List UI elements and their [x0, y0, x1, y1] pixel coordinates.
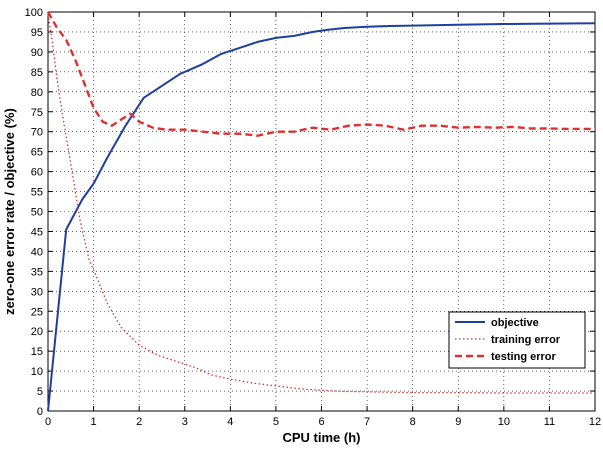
y-tick-label: 35: [31, 266, 43, 278]
y-tick-label: 100: [25, 7, 43, 19]
y-axis-title: zero-one error rate / objective (%): [2, 108, 17, 315]
y-tick-label: 75: [31, 107, 43, 119]
legend-label: testing error: [491, 351, 557, 363]
x-tick-label: 2: [136, 416, 142, 428]
y-tick-label: 95: [31, 27, 43, 39]
y-tick-label: 60: [31, 167, 43, 179]
y-tick-label: 5: [37, 386, 43, 398]
x-tick-label: 5: [273, 416, 279, 428]
y-tick-label: 15: [31, 346, 43, 358]
y-tick-label: 80: [31, 87, 43, 99]
y-tick-label: 25: [31, 306, 43, 318]
x-tick-label: 6: [318, 416, 324, 428]
legend: objective training error testing error: [448, 311, 586, 369]
y-tick-label: 40: [31, 246, 43, 258]
x-tick-label: 1: [91, 416, 97, 428]
y-tick-label: 45: [31, 226, 43, 238]
legend-label: training error: [491, 334, 561, 346]
axis-ticks: 0 1 2 3 4 5 6 7 8 9 10 11 12051015202530354045505560…: [25, 7, 601, 428]
x-tick-label: 3: [182, 416, 188, 428]
x-axis-title: CPU time (h): [283, 430, 361, 445]
y-tick-label: 65: [31, 147, 43, 159]
x-tick-label: 4: [227, 416, 233, 428]
legend-label: objective: [491, 317, 539, 329]
x-tick-label: 11: [544, 416, 555, 428]
y-tick-label: 70: [31, 127, 43, 139]
y-tick-label: 10: [31, 366, 43, 378]
x-tick-label: 10: [498, 416, 510, 428]
x-tick-label: 12: [589, 416, 601, 428]
series-line-objective: [47, 22, 596, 412]
x-tick-label: 0: [45, 416, 51, 428]
y-tick-label: 20: [31, 326, 43, 338]
x-tick-label: 9: [455, 416, 461, 428]
y-tick-label: 0: [37, 406, 43, 418]
y-tick-label: 30: [31, 286, 43, 298]
series-lines: [46, 11, 596, 412]
y-tick-label: 50: [31, 207, 43, 219]
y-tick-label: 85: [31, 67, 43, 79]
y-tick-label: 55: [31, 187, 43, 199]
x-tick-label: 7: [364, 416, 370, 428]
x-tick-label: 8: [410, 416, 416, 428]
series-line-training-error: [47, 13, 595, 394]
series-line-testing-error: [46, 11, 595, 137]
y-tick-label: 90: [31, 47, 43, 59]
